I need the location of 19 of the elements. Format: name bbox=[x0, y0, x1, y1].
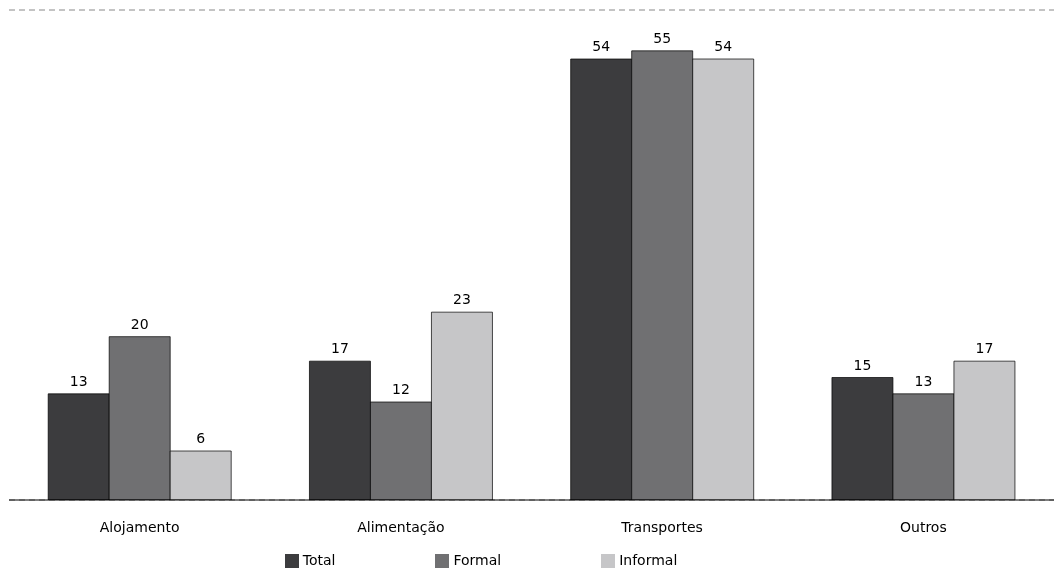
x-tick-label: Alimentação bbox=[357, 518, 445, 535]
data-label: 17 bbox=[331, 340, 349, 357]
x-tick-label: Outros bbox=[900, 518, 947, 535]
x-tick-label: Alojamento bbox=[99, 518, 180, 535]
data-label: 55 bbox=[653, 29, 672, 46]
data-label: 54 bbox=[714, 38, 733, 54]
data-label: 23 bbox=[453, 291, 471, 308]
legend-label: Informal bbox=[619, 552, 678, 568]
data-label: 54 bbox=[592, 38, 611, 54]
data-label: 13 bbox=[914, 372, 933, 389]
data-label: 6 bbox=[196, 430, 206, 446]
x-tick-label: Transportes bbox=[620, 518, 703, 535]
data-label: 12 bbox=[392, 381, 410, 397]
legend-label: Total bbox=[302, 552, 336, 568]
data-label: 15 bbox=[853, 356, 872, 373]
legend-label: Formal bbox=[453, 552, 502, 568]
data-label: 17 bbox=[975, 340, 994, 357]
data-label: 13 bbox=[69, 372, 88, 389]
data-label: 20 bbox=[130, 315, 149, 332]
